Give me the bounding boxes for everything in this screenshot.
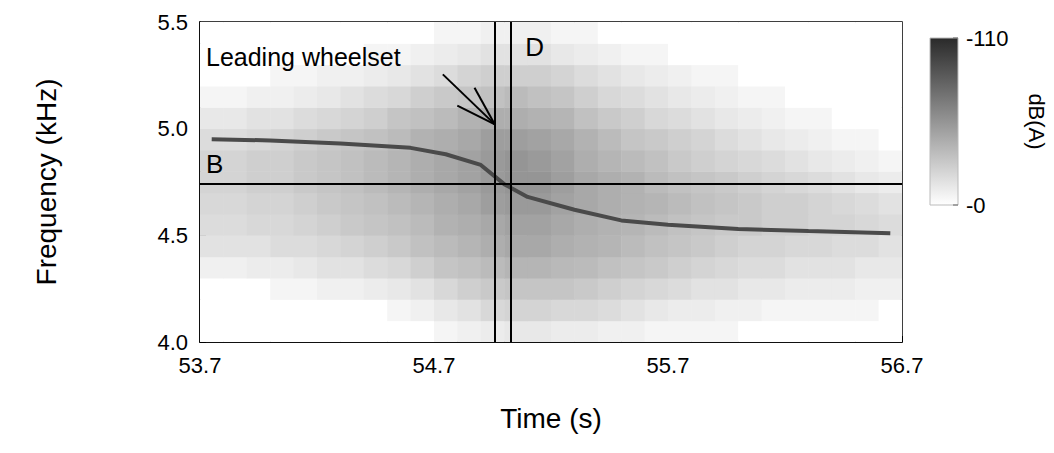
svg-text:-0: -0 bbox=[966, 193, 986, 218]
svg-text:5.0: 5.0 bbox=[157, 116, 188, 141]
svg-text:-110: -110 bbox=[966, 26, 1008, 51]
svg-text:Time (s): Time (s) bbox=[500, 403, 602, 434]
svg-text:D: D bbox=[525, 32, 544, 62]
svg-text:4.0: 4.0 bbox=[157, 330, 188, 355]
svg-text:55.7: 55.7 bbox=[647, 353, 690, 378]
svg-text:Frequency (kHz): Frequency (kHz) bbox=[31, 79, 62, 286]
svg-text:B: B bbox=[206, 149, 223, 179]
svg-text:56.7: 56.7 bbox=[881, 353, 924, 378]
svg-text:53.7: 53.7 bbox=[179, 353, 222, 378]
svg-text:4.5: 4.5 bbox=[157, 223, 188, 248]
svg-text:dB(A): dB(A) bbox=[1024, 93, 1049, 149]
svg-text:54.7: 54.7 bbox=[413, 353, 456, 378]
svg-text:Leading wheelset: Leading wheelset bbox=[206, 43, 401, 71]
svg-text:5.5: 5.5 bbox=[157, 10, 188, 35]
